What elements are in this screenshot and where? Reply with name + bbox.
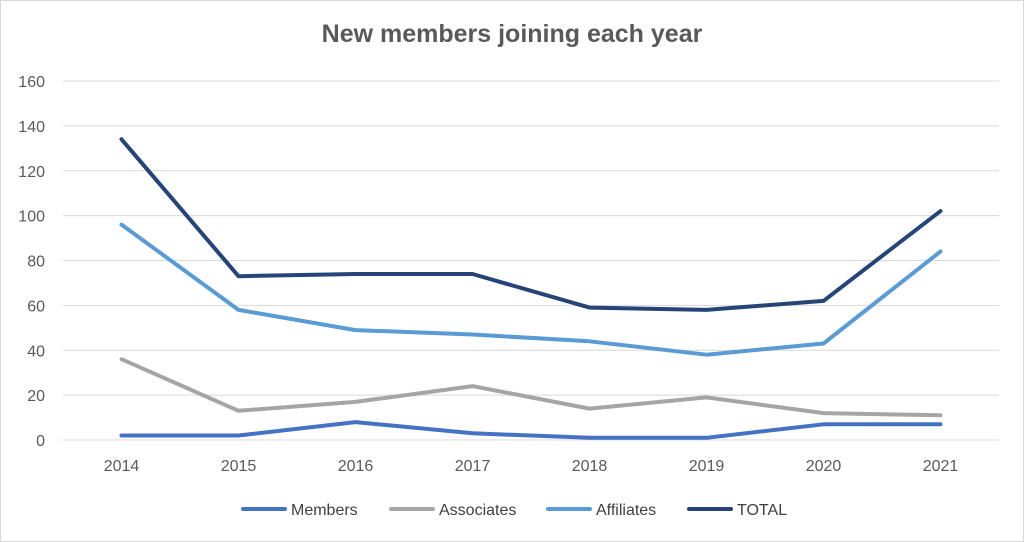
x-tick-label: 2021: [923, 458, 959, 475]
x-tick-label: 2018: [572, 458, 608, 475]
chart-title: New members joining each year: [321, 20, 703, 48]
legend-label-members: Members: [291, 502, 358, 519]
legend-label-total: TOTAL: [737, 502, 787, 519]
legend: Members Associates Affiliates TOTAL: [241, 502, 787, 519]
y-tick-label: 0: [36, 433, 45, 450]
y-tick-label: 160: [18, 74, 45, 91]
series-line-affiliates: [119, 222, 943, 357]
y-tick-label: 80: [27, 254, 45, 271]
x-tick-label: 2014: [104, 458, 140, 475]
x-tick-label: 2017: [455, 458, 491, 475]
legend-label-associates: Associates: [439, 502, 516, 519]
y-tick-label: 100: [18, 209, 45, 226]
y-tick-label: 60: [27, 298, 45, 315]
series-lines: [119, 137, 943, 440]
y-axis-ticks: 0 20 40 60 80 100 120 140 160: [18, 74, 45, 450]
series-line-associates: [119, 357, 943, 418]
x-tick-label: 2015: [221, 458, 257, 475]
x-tick-label: 2020: [806, 458, 842, 475]
y-tick-label: 120: [18, 164, 45, 181]
series-line-members: [119, 420, 943, 440]
y-tick-label: 140: [18, 119, 45, 136]
y-tick-label: 40: [27, 343, 45, 360]
gridlines: [63, 80, 999, 441]
series-line-total: [119, 137, 943, 312]
legend-label-affiliates: Affiliates: [596, 502, 656, 519]
x-tick-label: 2019: [689, 458, 725, 475]
y-tick-label: 20: [27, 388, 45, 405]
x-axis-ticks: 2014 2015 2016 2017 2018 2019 2020 2021: [104, 458, 959, 475]
x-tick-label: 2016: [338, 458, 374, 475]
